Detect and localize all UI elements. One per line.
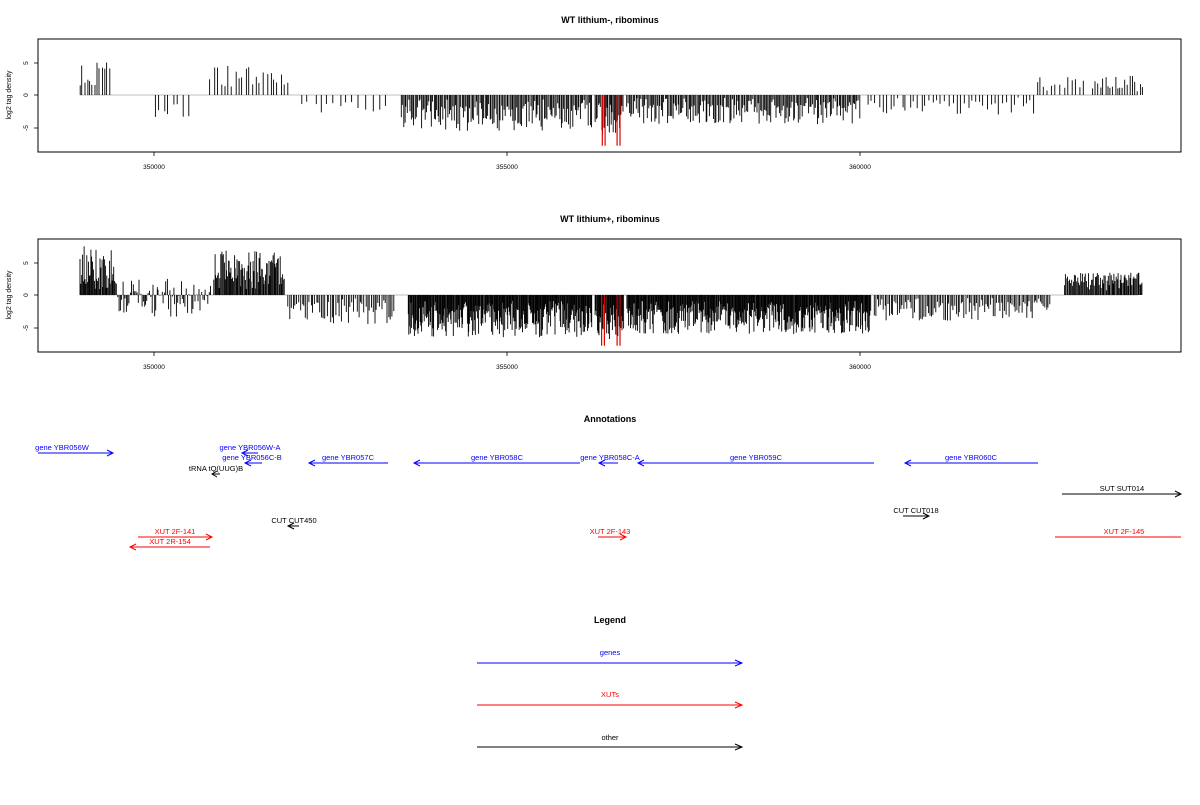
panel-lithium-plus: WT lithium+, ribominus 5 0 -5 log2 tag d… [6,214,1182,371]
gene-ybr056w-feature: gene YBR056W [35,443,115,457]
xut-2f-141-label: XUT 2F-141 [155,527,196,536]
panel-2-frame [37,238,1182,353]
panel-1-y-axis: 5 0 -5 log2 tag density [6,61,38,131]
xut-2f-145-feature: XUT 2F-145 [1055,527,1181,538]
xut-2r-154-feature: XUT 2R-154 [128,537,210,551]
panel-2-bars [79,246,1143,346]
panel-1-xtick-355000: 355000 [496,164,518,171]
panel-2-ytick-5: 5 [23,261,30,265]
legend-label-genes: genes [600,648,621,657]
annotations-track: Annotations gene YBR056W gene YBR056W-A … [35,414,1183,551]
cut-cut018-label: CUT CUT018 [893,506,938,515]
xut-2f-143-feature: XUT 2F-143 [590,527,631,541]
panel-2-xtick-350000: 350000 [143,364,165,371]
panel-1-frame [37,38,1182,153]
legend-label-xuts: XUTs [601,690,619,699]
gene-ybr060c-label: gene YBR060C [945,453,998,462]
gene-ybr058c-feature: gene YBR058C [412,453,580,467]
gene-ybr059c-label: gene YBR059C [730,453,783,462]
gene-ybr057c-label: gene YBR057C [322,453,375,462]
legend-item-xuts: XUTs [477,690,744,709]
gene-ybr057c-feature: gene YBR057C [307,453,388,467]
panel-1-xtick-360000: 360000 [849,164,871,171]
gene-ybr058c-a-label: gene YBR058C-A [580,453,639,462]
gene-ybr058c-label: gene YBR058C [471,453,524,462]
xut-2f-143-label: XUT 2F-143 [590,527,631,536]
legend-title: Legend [594,615,626,625]
xut-2r-154-label: XUT 2R-154 [149,537,191,546]
xut-2f-145-label: XUT 2F-145 [1104,527,1145,536]
xut-2f-141-feature: XUT 2F-141 [138,527,214,541]
gene-ybr056w-a-feature: gene YBR056W-A [219,443,281,457]
legend-item-other: other [477,733,744,751]
panel-1-ytick-neg5: -5 [23,125,30,131]
panel-1-ytick-5: 5 [23,61,30,65]
panel-2-ytick-0: 0 [23,293,30,297]
panel-1-xtick-350000: 350000 [143,164,165,171]
panel-2-xtick-355000: 355000 [496,364,518,371]
gene-ybr056w-a-label: gene YBR056W-A [219,443,280,452]
gene-ybr060c-feature: gene YBR060C [903,453,1038,467]
panel-1-title: WT lithium-, ribominus [561,15,659,25]
panel-2-ytick-neg5: -5 [23,325,30,331]
panel-1-ytick-0: 0 [23,93,30,97]
panel-1-bars [79,62,1143,146]
sut-sut014-feature: SUT SUT014 [1062,484,1183,498]
cut-cut450-feature: CUT CUT450 [271,516,317,530]
gene-ybr058c-a-feature: gene YBR058C-A [580,453,640,467]
annotations-title: Annotations [584,414,637,424]
gene-ybr056w-label: gene YBR056W [35,443,90,452]
trna-tq-uug-b-feature: tRNA tQ(UUG)B [189,464,243,478]
legend: Legend genes XUTs other [477,615,744,751]
panel-1-x-axis: 350000 355000 360000 [143,152,871,171]
gene-ybr059c-feature: gene YBR059C [636,453,874,467]
trna-tq-uug-b-label: tRNA tQ(UUG)B [189,464,243,473]
panel-1-y-label: log2 tag density [6,70,13,120]
legend-item-genes: genes [477,648,744,667]
cut-cut450-label: CUT CUT450 [271,516,316,525]
sut-sut014-label: SUT SUT014 [1100,484,1144,493]
gene-ybr056c-b-label: gene YBR056C-B [222,453,281,462]
panel-lithium-minus: WT lithium-, ribominus 5 0 -5 log2 tag d… [6,15,1182,171]
cut-cut018-feature: CUT CUT018 [893,506,939,520]
legend-label-other: other [601,733,619,742]
panel-2-title: WT lithium+, ribominus [560,214,660,224]
panel-2-xtick-360000: 360000 [849,364,871,371]
panel-2-y-axis: 5 0 -5 log2 tag density [6,261,38,331]
panel-2-y-label: log2 tag density [6,270,13,320]
gene-ybr056c-b-feature: gene YBR056C-B [222,453,282,467]
panel-2-x-axis: 350000 355000 360000 [143,352,871,371]
